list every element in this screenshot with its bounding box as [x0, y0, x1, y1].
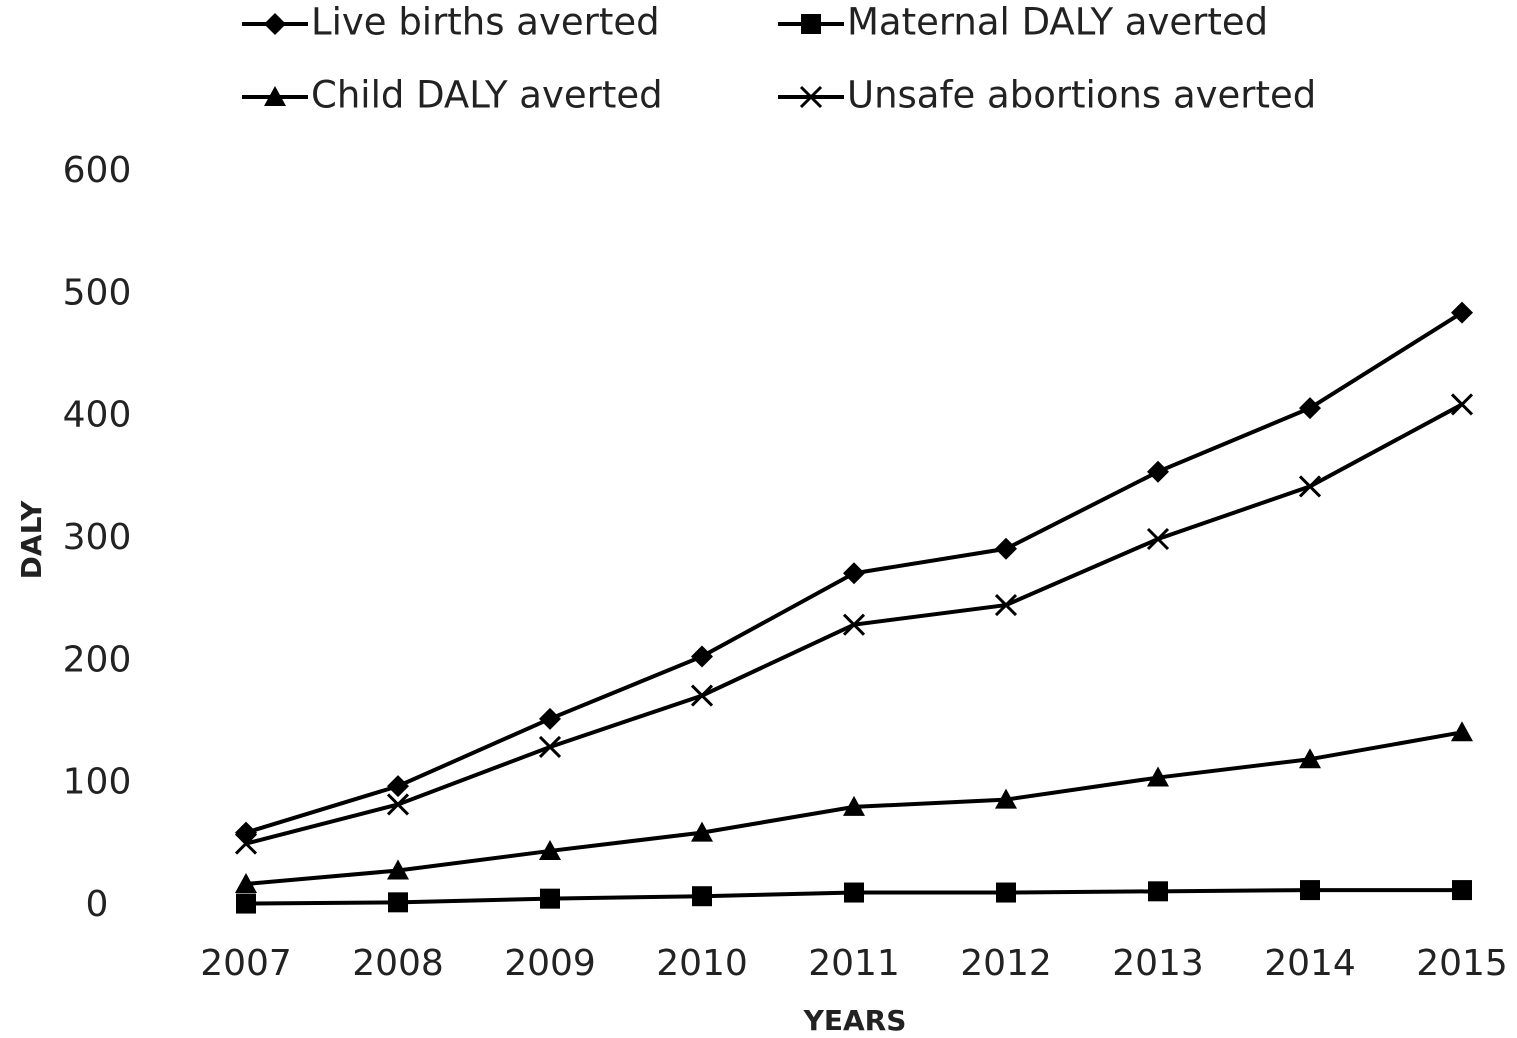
x-tick-label: 2009 [504, 943, 596, 984]
data-point [995, 537, 1017, 560]
x-tick-label: 2013 [1112, 943, 1204, 984]
legend-marker [799, 85, 823, 109]
data-point [996, 882, 1016, 903]
data-point [1298, 475, 1322, 498]
data-point [1148, 881, 1168, 902]
data-point [844, 882, 864, 903]
y-tick-label: 400 [63, 395, 132, 436]
data-point [1147, 766, 1169, 787]
data-point [994, 593, 1018, 617]
data-point [1299, 397, 1321, 420]
y-tick-label: 500 [63, 272, 132, 313]
data-point [236, 893, 256, 914]
legend-label: Unsafe abortions averted [847, 74, 1316, 117]
data-point [1300, 880, 1320, 901]
y-axis-label: DALY [15, 500, 48, 579]
y-tick-label: 100 [63, 762, 132, 803]
data-point [690, 684, 714, 707]
data-point [1146, 527, 1170, 551]
data-point [540, 888, 560, 909]
data-point [388, 892, 408, 913]
y-tick-label: 0 [86, 884, 109, 925]
x-tick-label: 2008 [352, 943, 444, 984]
data-point [235, 872, 257, 893]
x-tick-label: 2007 [200, 943, 292, 984]
data-point [843, 562, 865, 585]
x-tick-label: 2014 [1264, 943, 1356, 984]
data-point [386, 793, 410, 816]
legend-label: Child DALY averted [311, 74, 663, 117]
y-tick-label: 300 [63, 517, 132, 558]
x-tick-label: 2011 [808, 943, 900, 984]
data-point [995, 788, 1017, 809]
data-point [234, 832, 258, 855]
y-tick-label: 600 [63, 150, 132, 191]
y-tick-label: 200 [63, 639, 132, 680]
data-point [1299, 748, 1321, 769]
data-point [538, 735, 562, 759]
data-point [843, 795, 865, 816]
x-tick-label: 2015 [1416, 943, 1508, 984]
data-point [691, 821, 713, 842]
data-point [539, 839, 561, 860]
legend-label: Maternal DALY averted [847, 1, 1268, 44]
data-point [1452, 880, 1472, 901]
data-point [842, 613, 866, 636]
x-tick-label: 2010 [656, 943, 748, 984]
x-axis-label: YEARS [803, 1004, 907, 1037]
data-point [1451, 301, 1473, 324]
data-point [691, 645, 713, 668]
legend-label: Live births averted [311, 1, 660, 44]
x-tick-label: 2012 [960, 943, 1052, 984]
legend-marker [801, 14, 821, 34]
data-point [539, 707, 561, 730]
data-point [1450, 393, 1474, 416]
legend-marker [264, 13, 286, 35]
data-point [1147, 460, 1169, 483]
data-point [1451, 721, 1473, 742]
legend-marker [264, 86, 286, 106]
data-point [387, 775, 409, 798]
data-point [387, 859, 409, 880]
data-point [692, 886, 712, 907]
